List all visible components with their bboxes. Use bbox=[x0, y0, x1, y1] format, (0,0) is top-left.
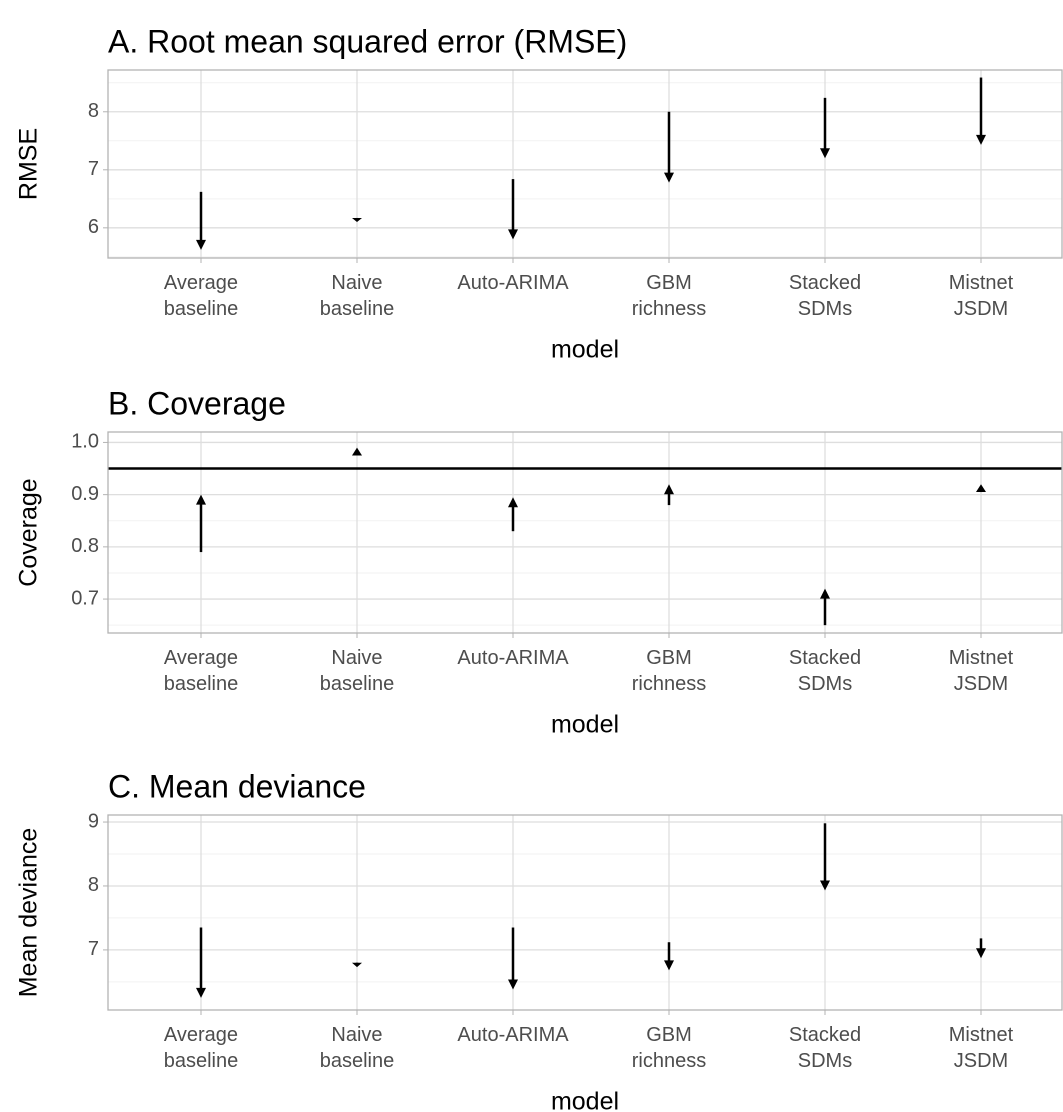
arrowhead bbox=[352, 217, 362, 223]
y-tick-label: 9 bbox=[88, 810, 99, 832]
arrowhead bbox=[664, 960, 674, 971]
y-axis-title: RMSE bbox=[15, 128, 43, 200]
y-tick-label: 7 bbox=[88, 938, 99, 960]
y-tick-label: 1.0 bbox=[71, 431, 99, 453]
arrowhead bbox=[352, 962, 362, 968]
x-tick-label: Mistnet JSDM bbox=[949, 1024, 1014, 1072]
arrowhead bbox=[196, 494, 206, 505]
x-tick-label: Average baseline bbox=[164, 1024, 239, 1072]
x-tick-label: Stacked SDMs bbox=[789, 1024, 861, 1072]
y-tick-label: 8 bbox=[88, 100, 99, 122]
x-tick-label: Auto-ARIMA bbox=[457, 647, 569, 669]
arrowhead bbox=[508, 979, 518, 990]
plot-border bbox=[107, 431, 1063, 634]
plot-border bbox=[107, 69, 1063, 259]
x-tick-label: Mistnet JSDM bbox=[949, 272, 1014, 320]
arrowhead bbox=[664, 172, 674, 183]
x-tick-label: Mistnet JSDM bbox=[949, 647, 1014, 695]
x-tick-label: GBM richness bbox=[632, 1024, 706, 1072]
x-axis-title: model bbox=[551, 336, 619, 364]
arrowhead bbox=[196, 239, 206, 250]
y-axis-title: Coverage bbox=[15, 478, 43, 586]
x-axis-title: model bbox=[551, 711, 619, 739]
arrowhead bbox=[352, 447, 362, 456]
x-tick-label: Stacked SDMs bbox=[789, 647, 861, 695]
plot-background bbox=[108, 815, 1062, 1010]
x-tick-label: Naive baseline bbox=[320, 1024, 395, 1072]
plot-background bbox=[108, 432, 1062, 633]
arrowhead bbox=[976, 484, 986, 493]
x-tick-label: Naive baseline bbox=[320, 272, 395, 320]
x-tick-label: Auto-ARIMA bbox=[457, 272, 569, 294]
arrowhead bbox=[196, 987, 206, 998]
x-tick-label: Average baseline bbox=[164, 647, 239, 695]
plot-background bbox=[108, 70, 1062, 258]
x-tick-label: Stacked SDMs bbox=[789, 272, 861, 320]
arrowhead bbox=[820, 588, 830, 599]
arrowhead bbox=[508, 497, 518, 508]
chart-title: A. Root mean squared error (RMSE) bbox=[108, 23, 627, 59]
y-tick-label: 0.9 bbox=[71, 483, 99, 505]
x-axis-title: model bbox=[551, 1088, 619, 1112]
arrowhead bbox=[976, 134, 986, 145]
x-tick-label: GBM richness bbox=[632, 647, 706, 695]
x-tick-label: GBM richness bbox=[632, 272, 706, 320]
plot-border bbox=[107, 814, 1063, 1011]
y-tick-label: 7 bbox=[88, 158, 99, 180]
arrowhead bbox=[976, 948, 986, 959]
arrowhead bbox=[820, 148, 830, 159]
x-tick-label: Auto-ARIMA bbox=[457, 1024, 569, 1046]
arrowhead bbox=[508, 229, 518, 240]
x-tick-label: Naive baseline bbox=[320, 647, 395, 695]
y-tick-label: 8 bbox=[88, 874, 99, 896]
y-tick-label: 6 bbox=[88, 216, 99, 238]
x-tick-label: Average baseline bbox=[164, 272, 239, 320]
arrowhead bbox=[820, 880, 830, 891]
chart-title: C. Mean deviance bbox=[108, 768, 366, 804]
arrowhead bbox=[664, 484, 674, 495]
chart-title: B. Coverage bbox=[108, 385, 286, 421]
y-tick-label: 0.8 bbox=[71, 535, 99, 557]
y-axis-title: Mean deviance bbox=[15, 828, 43, 998]
y-tick-label: 0.7 bbox=[71, 587, 99, 609]
